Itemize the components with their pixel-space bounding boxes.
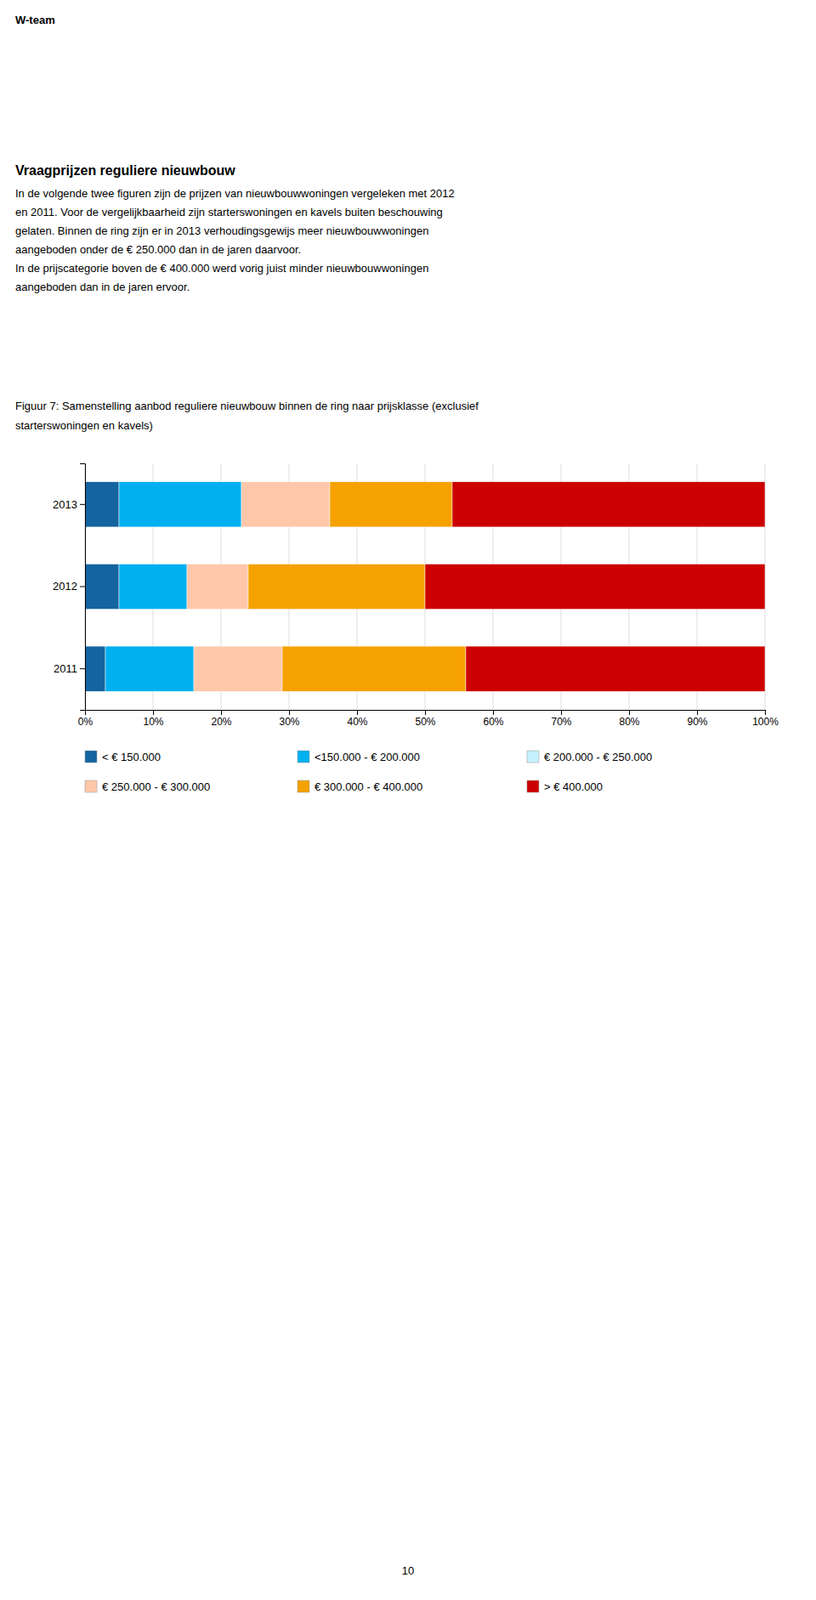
bar <box>85 481 119 527</box>
tick-mark <box>153 709 154 715</box>
body-line: In de volgende twee figuren zijn de prij… <box>15 187 455 200</box>
tick-mark <box>493 709 494 715</box>
tick-label: 2012 <box>52 579 78 593</box>
tick-mark <box>221 709 222 715</box>
legend-item: <150.000 - € 200.000 <box>297 750 420 764</box>
tick-label: 10% <box>142 715 164 728</box>
y-tick: 2012 <box>52 579 85 593</box>
legend-item: € 250.000 - € 300.000 <box>85 780 210 794</box>
legend-label: € 250.000 - € 300.000 <box>102 780 210 794</box>
axis-domain <box>85 710 766 716</box>
tick-label: 90% <box>686 715 708 728</box>
x-tick: 70% <box>550 709 572 728</box>
legend: < € 150.000 <150.000 - € 200.000 € 200.000… <box>85 750 652 794</box>
body-line: en 2011. Voor de vergelijkbaarheid zijn … <box>15 205 443 219</box>
legend-label: > € 400.000 <box>544 780 603 794</box>
legend-swatch <box>85 780 97 793</box>
tick-mark <box>765 709 766 715</box>
tick-mark <box>79 504 85 505</box>
legend-label: <150.000 - € 200.000 <box>314 750 420 764</box>
tick-mark <box>79 586 85 588</box>
legend-swatch <box>297 780 310 793</box>
tick-mark <box>629 709 630 715</box>
legend-label: € 300.000 - € 400.000 <box>314 780 423 794</box>
bar <box>105 646 194 692</box>
y-tick: 2011 <box>53 662 85 675</box>
tick-label: 2011 <box>53 662 78 675</box>
bar <box>329 481 453 527</box>
bar <box>193 646 283 692</box>
bar <box>241 481 330 527</box>
body-line: aangeboden onder de € 250.000 dan in de … <box>15 243 301 256</box>
bar <box>282 646 466 692</box>
tick-label: 100% <box>752 715 779 728</box>
bar <box>425 563 765 609</box>
tick-label: 2013 <box>52 497 78 510</box>
chart-title: starterswoningen en kavels) <box>15 419 153 432</box>
bar <box>119 563 187 609</box>
grid <box>85 463 765 710</box>
y-axis: 2013 2012 2011 <box>52 464 85 711</box>
tick-label: 30% <box>278 715 300 728</box>
tick-label: 50% <box>414 715 436 728</box>
tick-mark <box>79 668 85 669</box>
x-tick: 90% <box>686 709 708 728</box>
x-tick: 40% <box>346 709 368 728</box>
x-tick: 100% <box>752 709 779 728</box>
x-tick: 0% <box>78 709 94 728</box>
tick-label: 60% <box>482 715 504 728</box>
body-line: In de prijscategorie boven de € 400.000 … <box>15 261 429 275</box>
x-tick: 30% <box>278 709 300 728</box>
legend-swatch <box>85 750 97 763</box>
tick-label: 40% <box>346 715 368 728</box>
x-tick: 50% <box>414 709 436 728</box>
y-tick: 2013 <box>52 497 85 510</box>
chart-title: Figuur 7: Samenstelling aanbod reguliere… <box>15 399 479 413</box>
tick-mark <box>561 709 562 715</box>
legend-swatch <box>527 780 539 793</box>
body-line: aangeboden dan in de jaren ervoor. <box>15 280 190 294</box>
legend-item: < € 150.000 <box>85 750 161 764</box>
tick-mark <box>289 709 290 715</box>
legend-item: € 200.000 - € 250.000 <box>527 750 652 764</box>
x-tick: 20% <box>210 709 232 728</box>
footer: 10 <box>402 1564 414 1577</box>
header: W-team <box>15 13 56 27</box>
bar <box>85 563 119 609</box>
legend-item: > € 400.000 <box>527 780 603 794</box>
tick-mark <box>697 709 698 715</box>
tick-label: 20% <box>210 715 232 728</box>
axis-domain <box>79 464 86 711</box>
body-line: gelaten. Binnen de ring zijn er in 2013 … <box>15 224 429 238</box>
legend-swatch <box>527 750 539 763</box>
tick-mark <box>425 709 426 715</box>
x-tick: 80% <box>618 709 640 728</box>
legend-label: < € 150.000 <box>102 750 161 764</box>
bar <box>187 563 249 609</box>
page: W-team Vraagprijzen reguliere nieuwbouw In… <box>0 0 816 1600</box>
bar <box>452 481 765 527</box>
bar <box>119 481 242 527</box>
legend-label: € 200.000 - € 250.000 <box>544 750 652 764</box>
heading: Vraagprijzen reguliere nieuwbouw <box>15 163 236 178</box>
bar <box>248 563 425 609</box>
tick-mark <box>357 709 358 715</box>
legend-swatch <box>297 750 310 763</box>
bar <box>465 646 765 692</box>
tick-label: 80% <box>618 715 640 728</box>
x-tick: 10% <box>142 709 164 728</box>
legend-item: € 300.000 - € 400.000 <box>297 780 423 794</box>
tick-label: 0% <box>78 715 94 728</box>
tick-label: 70% <box>550 715 572 728</box>
x-axis: 0% 10% 20% 30% 40% 50% 60% 70% 80% 90% 100% <box>78 709 779 728</box>
plot: 0%10%20%30%40%50%60%70%80%90%100%2013201… <box>52 463 779 728</box>
bars <box>85 481 765 692</box>
x-tick: 60% <box>482 709 504 728</box>
bar <box>85 646 106 692</box>
